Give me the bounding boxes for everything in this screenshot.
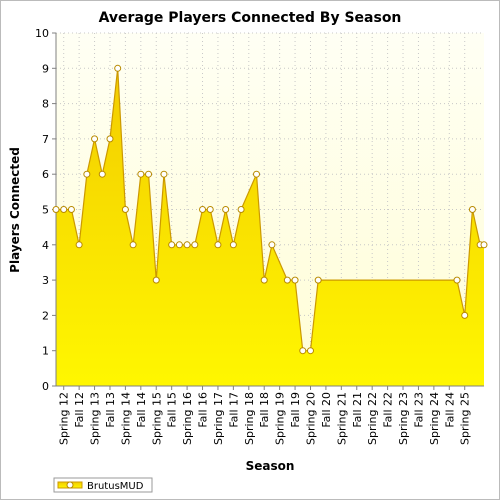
y-tick-label: 4: [42, 239, 49, 252]
data-point-marker: [237, 206, 245, 213]
y-tick-label: 7: [42, 133, 49, 146]
x-tick-label: Fall 19: [289, 392, 302, 428]
x-tick-label: Spring 16: [181, 392, 194, 445]
x-tick-label: Spring 22: [366, 392, 379, 445]
data-point-marker: [214, 241, 222, 249]
x-tick-label: Fall 17: [227, 392, 240, 428]
y-tick-label: 2: [42, 309, 49, 322]
y-tick-label: 10: [35, 27, 49, 40]
y-tick-label: 9: [42, 62, 49, 75]
x-tick-label: Spring 15: [150, 392, 163, 445]
data-point-marker: [106, 135, 114, 143]
x-axis-title: Season: [246, 459, 295, 473]
y-ticks: 0 1 2 3 4 5 6 7 8 9 10: [35, 27, 56, 393]
y-tick-label: 0: [42, 380, 49, 393]
x-tick-label: Fall 14: [135, 392, 148, 428]
data-point-marker: [114, 64, 122, 72]
data-point-marker: [291, 276, 299, 284]
x-tick-label: Fall 18: [258, 392, 271, 428]
data-point-marker: [168, 241, 176, 249]
x-tick-label: Spring 17: [212, 392, 225, 445]
data-point-marker: [67, 206, 75, 213]
data-point-marker: [206, 206, 214, 213]
y-tick-label: 8: [42, 98, 49, 111]
data-point-marker: [137, 170, 145, 178]
data-point-marker: [253, 170, 261, 178]
x-tick-label: Spring 19: [274, 392, 287, 445]
data-point-marker: [152, 276, 160, 284]
x-tick-label: Spring 18: [243, 392, 256, 445]
x-tick-label: Spring 13: [89, 392, 102, 445]
x-tick-label: Fall 12: [73, 392, 86, 428]
data-point-marker: [229, 241, 237, 249]
data-point-marker: [60, 206, 68, 213]
legend-marker: [66, 481, 74, 489]
data-point-marker: [468, 206, 476, 213]
data-point-marker: [306, 347, 314, 355]
data-point-marker: [121, 206, 129, 213]
data-point-marker: [75, 241, 83, 249]
x-tick-label: Fall 16: [197, 392, 210, 428]
markers: [52, 64, 488, 355]
y-axis-title: Players Connected: [8, 147, 22, 273]
legend-label: BrutusMUD: [87, 481, 144, 492]
data-point-marker: [283, 276, 291, 284]
data-point-marker: [175, 241, 183, 249]
data-point-marker: [260, 276, 268, 284]
data-point-marker: [299, 347, 307, 355]
data-point-marker: [52, 206, 60, 213]
data-point-marker: [129, 241, 137, 249]
data-point-marker: [83, 170, 91, 178]
y-tick-label: 5: [42, 204, 49, 217]
x-tick-label: Spring 20: [304, 392, 317, 445]
x-tick-label: Fall 15: [166, 392, 179, 428]
x-ticks: Spring 12 Fall 12 Spring 13 Fall 13 Spring 1…: [58, 386, 472, 445]
y-tick-label: 1: [42, 345, 49, 358]
x-tick-label: Spring 12: [58, 392, 71, 445]
legend: BrutusMUD: [53, 477, 153, 493]
x-tick-label: Fall 22: [382, 392, 395, 428]
data-point-marker: [183, 241, 191, 249]
x-tick-label: Spring 23: [397, 392, 410, 445]
data-point-marker: [314, 276, 322, 284]
x-tick-label: Fall 24: [443, 392, 456, 428]
x-tick-label: Spring 14: [119, 392, 132, 445]
data-point-marker: [480, 241, 488, 249]
x-tick-label: Fall 21: [351, 392, 364, 428]
data-point-marker: [199, 206, 207, 213]
x-tick-label: Spring 21: [335, 392, 348, 445]
data-point-marker: [98, 170, 106, 178]
x-tick-label: Spring 24: [428, 392, 441, 445]
x-tick-label: Fall 23: [412, 392, 425, 428]
chart-title: Average Players Connected By Season: [99, 10, 402, 26]
x-tick-label: Spring 25: [459, 392, 472, 445]
data-point-marker: [160, 170, 168, 178]
data-point-marker: [453, 276, 461, 284]
series-area-brutusmud: [56, 68, 484, 387]
x-tick-label: Fall 13: [104, 392, 117, 428]
data-point-marker: [145, 170, 153, 178]
x-tick-label: Fall 20: [320, 392, 333, 428]
data-point-marker: [461, 311, 469, 319]
data-point-marker: [91, 135, 99, 143]
y-tick-label: 3: [42, 274, 49, 287]
data-point-marker: [268, 241, 276, 249]
data-point-marker: [222, 206, 230, 213]
y-tick-label: 6: [42, 168, 49, 181]
data-point-marker: [191, 241, 199, 249]
